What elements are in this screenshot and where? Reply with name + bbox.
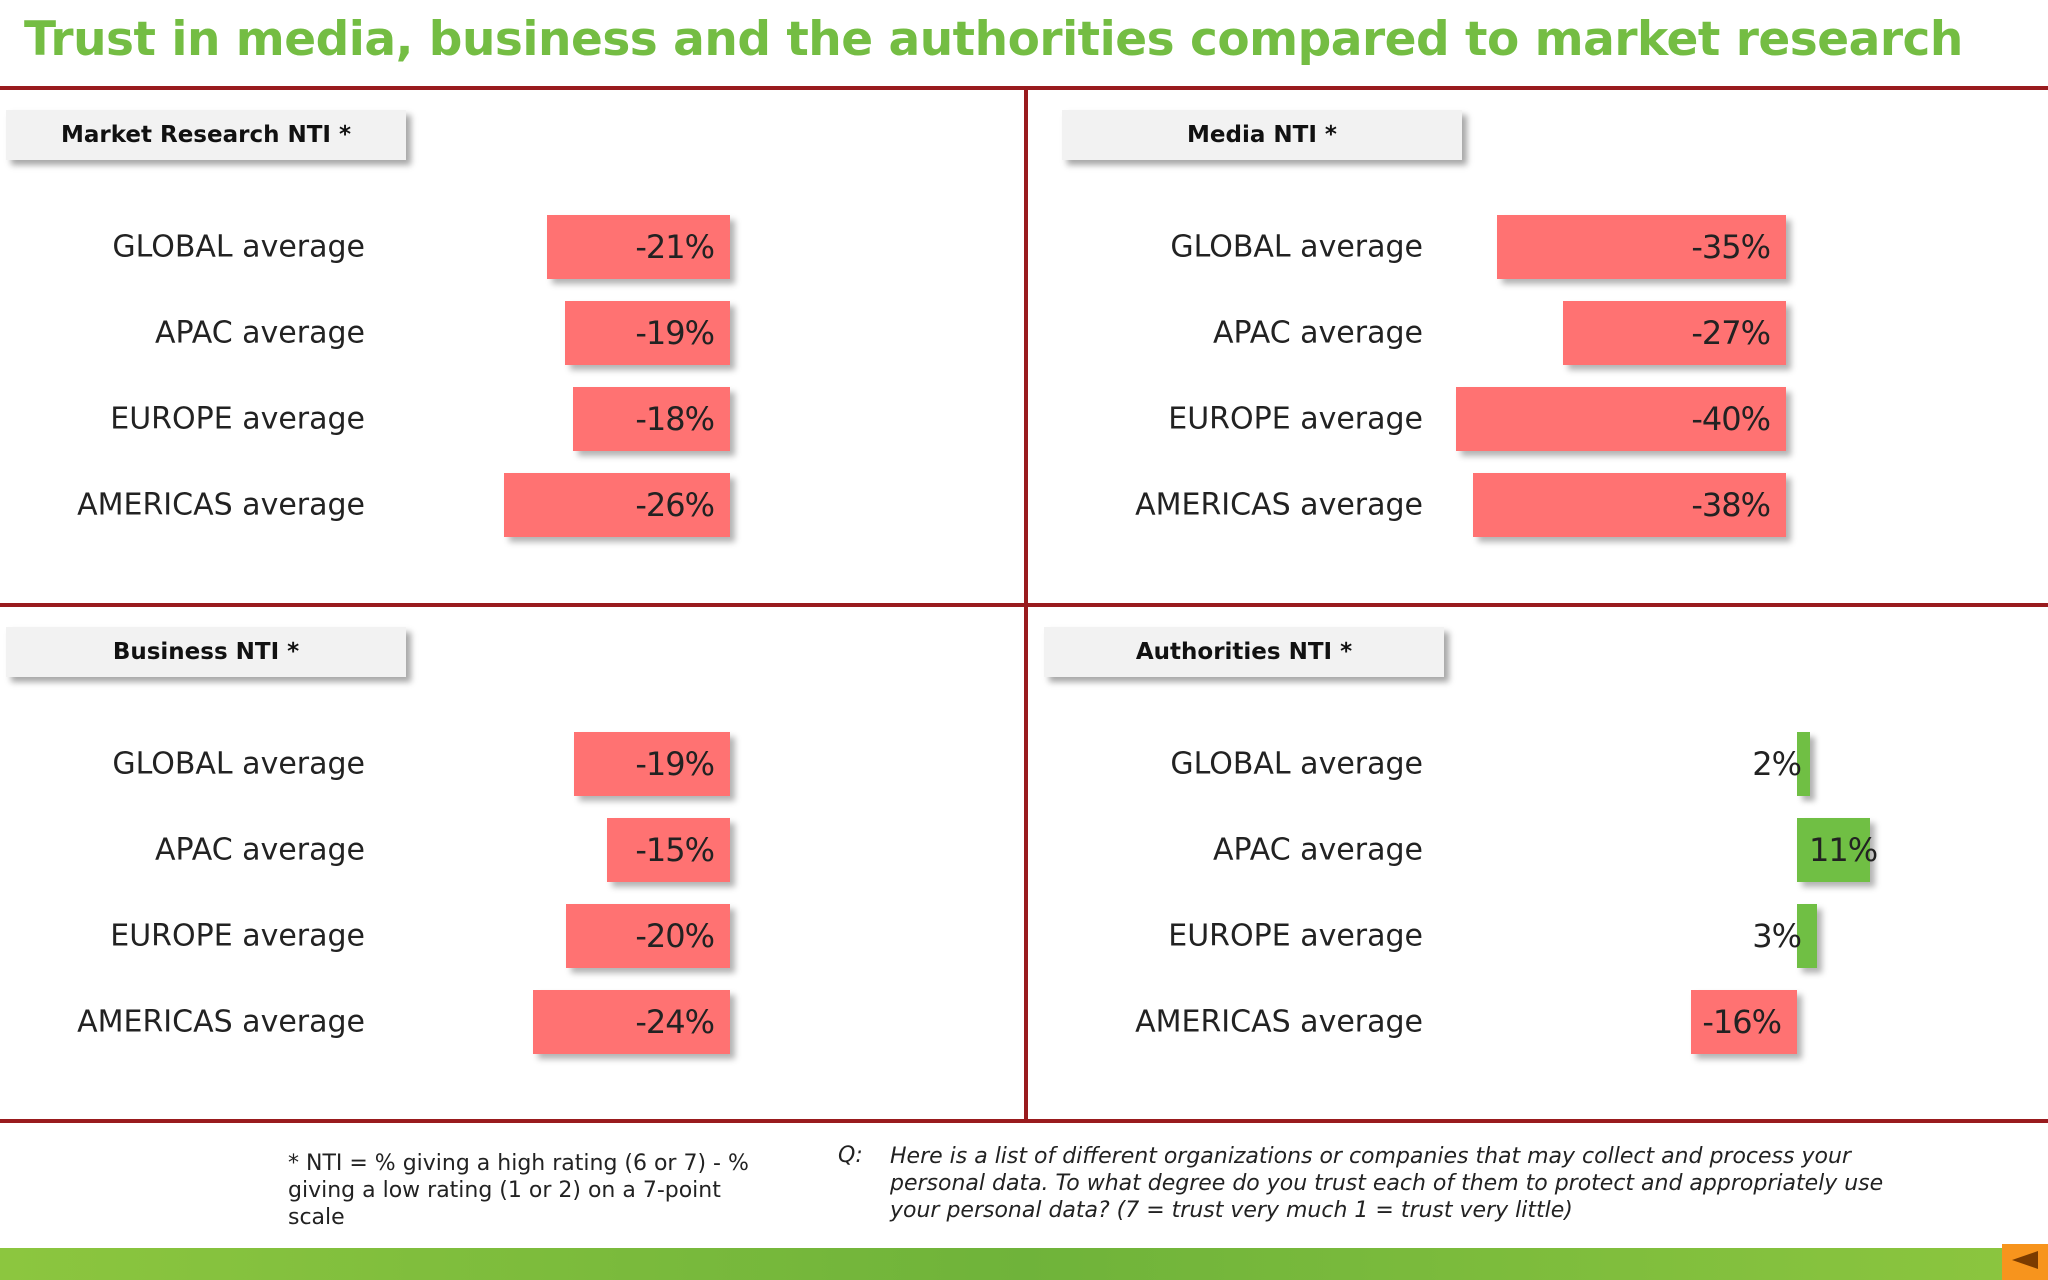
bar [1797, 818, 1870, 882]
data-label: -40% [1691, 400, 1771, 438]
bar [1497, 215, 1786, 279]
panel-authorities: Authorities NTI * GLOBAL average 2% APAC a… [1028, 607, 2048, 1117]
data-label: 3% [1752, 917, 1802, 955]
data-label: -19% [635, 745, 715, 783]
category-label: APAC average [1213, 832, 1423, 868]
panel-market-research: Market Research NTI * GLOBAL average -21%… [0, 90, 1020, 600]
bar [1797, 732, 1811, 796]
previous-slide-button[interactable] [2002, 1244, 2048, 1280]
data-label: -20% [635, 917, 715, 955]
data-label: -24% [635, 1003, 715, 1041]
data-label: -18% [635, 400, 715, 438]
bar [1563, 301, 1786, 365]
data-label: 2% [1752, 745, 1802, 783]
category-label: GLOBAL average [1170, 746, 1423, 782]
bar [573, 387, 730, 451]
category-label: AMERICAS average [1135, 487, 1423, 523]
bar [1472, 473, 1786, 537]
bar [547, 215, 730, 279]
question-text: Here is a list of different organization… [890, 1144, 1884, 1223]
bar [1797, 904, 1817, 968]
category-label: APAC average [155, 832, 365, 868]
nti-footnote: * NTI = % giving a high rating (6 or 7) … [288, 1151, 749, 1230]
bar [533, 990, 730, 1054]
bar [1456, 387, 1786, 451]
data-label: -35% [1691, 228, 1771, 266]
data-label: 11% [1809, 831, 1878, 869]
category-label: APAC average [1213, 315, 1423, 351]
bar [566, 904, 730, 968]
bar [574, 732, 730, 796]
category-label: EUROPE average [1168, 918, 1423, 954]
data-label: -21% [635, 228, 715, 266]
question-label: Q: [838, 1143, 863, 1168]
panel-title: Media NTI * [1062, 110, 1462, 160]
category-label: AMERICAS average [77, 1004, 365, 1040]
panel-title: Business NTI * [6, 627, 406, 677]
category-label: GLOBAL average [1170, 229, 1423, 265]
category-label: EUROPE average [110, 401, 365, 437]
category-label: EUROPE average [110, 918, 365, 954]
data-label: -38% [1691, 486, 1771, 524]
panel-media: Media NTI * GLOBAL average -35% APAC avera… [1028, 90, 2048, 600]
category-label: EUROPE average [1168, 401, 1423, 437]
footer-band [0, 1248, 2048, 1280]
data-label: -15% [635, 831, 715, 869]
data-label: -27% [1691, 314, 1771, 352]
bar [1691, 990, 1797, 1054]
bar [503, 473, 730, 537]
bar [607, 818, 730, 882]
category-label: AMERICAS average [77, 487, 365, 523]
panel-business: Business NTI * GLOBAL average -19% APAC av… [0, 607, 1020, 1117]
data-label: -16% [1702, 1003, 1782, 1041]
arrow-left-icon [2010, 1249, 2040, 1276]
divider-vertical [1024, 86, 1028, 1123]
category-label: GLOBAL average [112, 746, 365, 782]
slide-title: Trust in media, business and the authori… [24, 12, 1963, 67]
data-label: -26% [635, 486, 715, 524]
bar [564, 301, 730, 365]
category-label: GLOBAL average [112, 229, 365, 265]
panel-title: Authorities NTI * [1044, 627, 1444, 677]
data-label: -19% [635, 314, 715, 352]
category-label: APAC average [155, 315, 365, 351]
panel-title: Market Research NTI * [6, 110, 406, 160]
category-label: AMERICAS average [1135, 1004, 1423, 1040]
